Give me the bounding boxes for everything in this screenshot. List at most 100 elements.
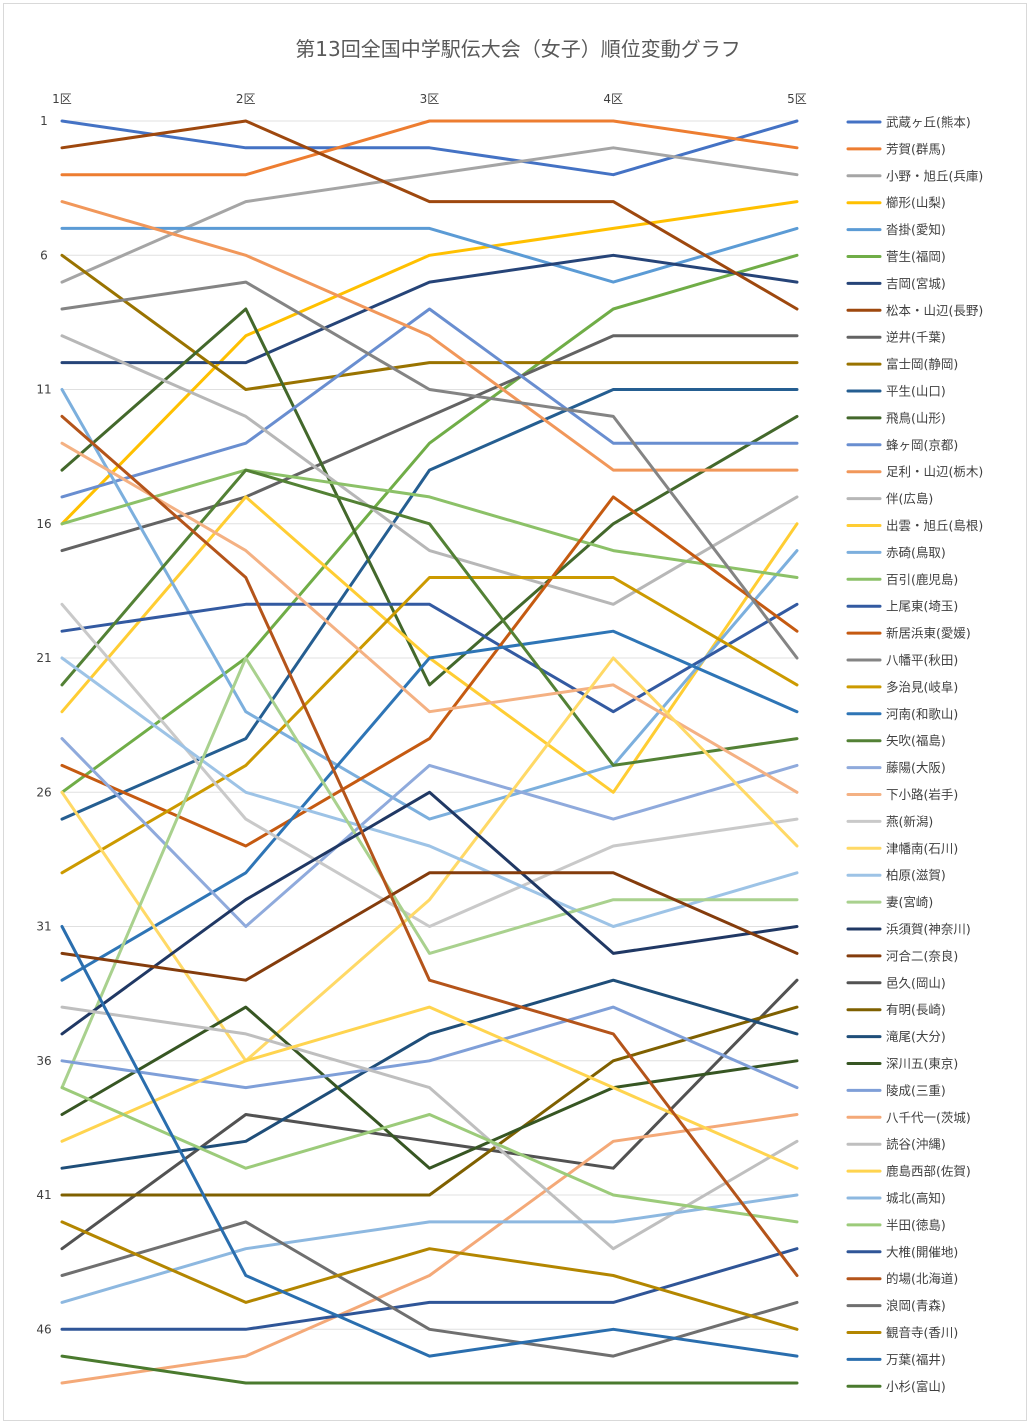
series-line-4: [60, 200, 799, 526]
x-tick-label: 3区: [420, 92, 440, 106]
legend-item: 八千代一(茨城): [846, 1110, 971, 1125]
legend-item: 八幡平(秋田): [846, 653, 958, 668]
legend-item: 松本・山辺(長野): [846, 303, 983, 318]
legend-item: 邑久(岡山): [846, 975, 946, 990]
legend-label: 読谷(沖縄): [886, 1137, 946, 1152]
legend-label: 多治見(岐阜): [886, 679, 958, 694]
legend-label: 鹿島西部(佐賀): [886, 1164, 971, 1179]
y-tick-label: 26: [36, 785, 51, 799]
legend-label: 妻(宮崎): [886, 895, 933, 910]
legend-item: 吉岡(宮城): [846, 276, 946, 291]
series-line-43: [60, 1247, 799, 1331]
y-tick-label: 1: [40, 114, 48, 128]
y-tick-label: 16: [36, 517, 51, 531]
y-tick-label: 6: [40, 248, 48, 262]
legend-item: 小杉(富山): [846, 1379, 946, 1394]
legend-item: 小野・旭丘(兵庫): [846, 168, 983, 183]
series-line-15: [60, 334, 799, 606]
legend-item: 妻(宮崎): [846, 895, 933, 910]
legend-item: 逆井(千葉): [846, 330, 946, 345]
legend-item: 深川五(東京): [846, 1056, 958, 1071]
legend-item: 平生(山口): [846, 384, 946, 399]
series-line-16: [60, 495, 799, 794]
legend-label: 平生(山口): [886, 384, 946, 399]
legend-label: 浪岡(青森): [886, 1298, 946, 1313]
y-tick-label: 36: [36, 1054, 51, 1068]
chart-title: 第13回全国中学駅伝大会（女子）順位変動グラフ: [295, 37, 740, 61]
legend-item: 万葉(福井): [846, 1352, 946, 1367]
series-line-44: [60, 414, 799, 1277]
legend-label: 菅生(福岡): [886, 249, 946, 264]
legend-label: 城北(高知): [886, 1191, 946, 1206]
series-line-6: [60, 253, 799, 794]
legend-item: 百引(鹿児島): [846, 572, 958, 587]
legend-label: 観音寺(香川): [886, 1325, 958, 1340]
legend-item: 飛鳥(山形): [846, 410, 946, 425]
series-line-17: [60, 388, 799, 821]
legend-label: 武蔵ヶ丘(熊本): [886, 115, 971, 130]
legend-item: 的場(北海道): [846, 1271, 958, 1286]
legend-label: 飛鳥(山形): [886, 410, 946, 425]
legend-label: 万葉(福井): [886, 1352, 946, 1367]
series-line-45: [60, 1220, 799, 1358]
series-line-38: [60, 1113, 799, 1385]
series-line-8: [60, 119, 799, 311]
legend-item: 半田(徳島): [846, 1217, 946, 1232]
legend-label: 松本・山辺(長野): [886, 303, 983, 318]
x-axis-ticks: 1区 2区 3区 4区 5区: [52, 92, 807, 106]
legend: 武蔵ヶ丘(熊本) 芳賀(群馬) 小野・旭丘(兵庫) 櫛形(山梨) 沓掛(愛知) 菅生(福岡…: [846, 115, 983, 1394]
legend-item: 菅生(福岡): [846, 249, 946, 264]
series-line-34: [60, 1005, 799, 1197]
x-tick-label: 4区: [603, 92, 623, 106]
legend-label: 下小路(岩手): [886, 787, 958, 802]
legend-label: 陵成(三重): [886, 1083, 946, 1098]
series-lines: [60, 119, 799, 1385]
legend-item: 富士岡(静岡): [846, 357, 958, 372]
legend-item: 藤陽(大阪): [846, 760, 946, 775]
legend-label: 河合二(奈良): [886, 948, 958, 963]
legend-label: 的場(北海道): [886, 1271, 958, 1286]
legend-label: 八千代一(茨城): [886, 1110, 971, 1125]
legend-item: 読谷(沖縄): [846, 1137, 946, 1152]
legend-item: 蜂ヶ岡(京都): [846, 437, 958, 452]
series-line-1: [60, 119, 799, 177]
y-tick-label: 31: [36, 920, 51, 934]
legend-label: 半田(徳島): [886, 1217, 946, 1232]
legend-item: 燕(新潟): [846, 814, 933, 829]
legend-label: 足利・山辺(栃木): [886, 464, 983, 479]
legend-item: 浜須賀(神奈川): [846, 922, 971, 937]
series-line-10: [60, 253, 799, 391]
legend-item: 津幡南(石川): [846, 841, 958, 856]
series-line-32: [60, 871, 799, 982]
legend-item: 河合二(奈良): [846, 948, 958, 963]
series-line-14: [60, 200, 799, 472]
series-line-24: [60, 468, 799, 767]
series-line-46: [60, 1220, 799, 1331]
legend-label: 新居浜東(愛媛): [886, 626, 971, 641]
legend-item: 多治見(岐阜): [846, 679, 958, 694]
series-line-20: [60, 495, 799, 848]
y-tick-label: 11: [36, 383, 51, 397]
legend-label: 深川五(東京): [886, 1056, 958, 1071]
legend-item: 観音寺(香川): [846, 1325, 958, 1340]
series-line-25: [60, 737, 799, 928]
series-line-13: [60, 307, 799, 499]
legend-label: 小野・旭丘(兵庫): [886, 168, 983, 183]
legend-label: 沓掛(愛知): [886, 222, 946, 237]
legend-label: 河南(和歌山): [886, 706, 958, 721]
series-line-19: [60, 602, 799, 714]
legend-label: 藤陽(大阪): [886, 760, 946, 775]
legend-label: 逆井(千葉): [886, 330, 946, 345]
x-tick-label: 2区: [236, 92, 256, 106]
x-tick-label: 5区: [787, 92, 807, 106]
legend-label: 八幡平(秋田): [886, 653, 958, 668]
y-tick-label: 41: [36, 1188, 51, 1202]
legend-item: 伴(広島): [846, 491, 933, 506]
series-line-35: [60, 978, 799, 1170]
series-line-31: [60, 790, 799, 1036]
y-tick-label: 46: [36, 1322, 51, 1336]
grid: [62, 120, 797, 1330]
legend-item: 柏原(滋賀): [846, 868, 946, 883]
legend-item: 沓掛(愛知): [846, 222, 946, 237]
